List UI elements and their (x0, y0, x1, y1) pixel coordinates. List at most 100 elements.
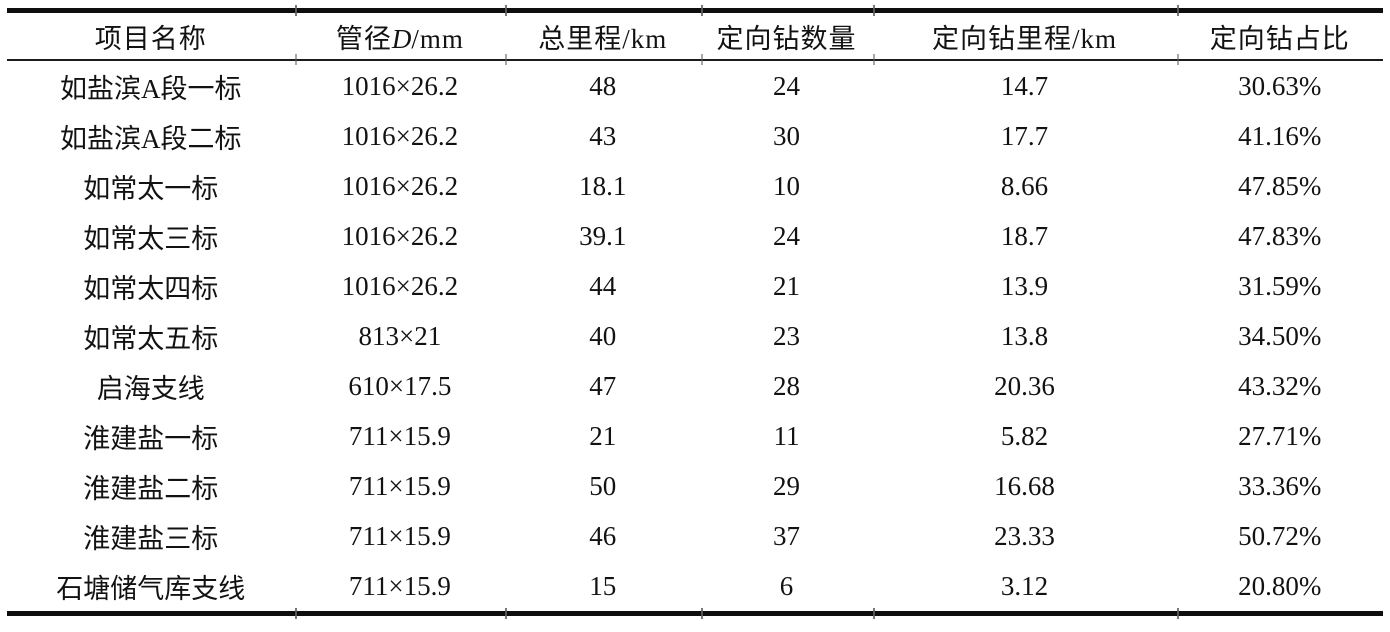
cell-total-mileage: 47 (589, 370, 617, 401)
col-header-drill-ratio: 定向钻占比 (1176, 10, 1383, 61)
column-divider-nub (1176, 54, 1179, 65)
cell-drill-mileage: 14.7 (1000, 70, 1049, 101)
cell-project-name: 淮建盐三标 (83, 523, 219, 554)
cell-drill-ratio: 43.32% (1238, 370, 1322, 401)
column-divider-nub (505, 5, 508, 16)
col-header-project-name: 项目名称 (7, 10, 295, 61)
column-divider-nub (872, 54, 875, 65)
cell-drill-count: 23 (772, 320, 800, 351)
cell-project-name: 如常太一标 (83, 173, 219, 204)
cell-drill-mileage: 8.66 (1000, 170, 1049, 201)
cell-drill-count: 24 (772, 220, 800, 251)
column-divider-nub (872, 608, 875, 619)
cell-drill-ratio: 20.80% (1238, 570, 1322, 601)
cell-drill-ratio: 41.16% (1238, 120, 1322, 151)
column-divider-nub (505, 608, 508, 619)
table-row: 如常太四标 1016×26.2 44 21 13.9 31.59% (7, 261, 1383, 311)
cell-drill-ratio: 30.63% (1238, 70, 1322, 101)
cell-drill-ratio: 47.85% (1238, 170, 1322, 201)
cell-drill-mileage: 23.33 (994, 520, 1055, 551)
cell-total-mileage: 43 (589, 120, 617, 151)
table-row: 淮建盐一标 711×15.9 21 11 5.82 27.71% (7, 411, 1383, 461)
cell-pipe-diameter: 711×15.9 (348, 570, 451, 601)
cell-drill-mileage: 16.68 (994, 470, 1055, 501)
table-row: 石塘储气库支线 711×15.9 15 6 3.12 20.80% (7, 561, 1383, 614)
cell-pipe-diameter: 711×15.9 (348, 420, 451, 451)
cell-drill-mileage: 3.12 (1000, 570, 1049, 601)
column-divider-nub (700, 608, 703, 619)
column-divider-nub (872, 5, 875, 16)
cell-drill-mileage: 13.8 (1000, 320, 1049, 351)
column-divider-nub (700, 5, 703, 16)
cell-pipe-diameter: 1016×26.2 (341, 220, 459, 251)
cell-drill-mileage: 13.9 (1000, 270, 1049, 301)
cell-pipe-diameter: 1016×26.2 (341, 70, 459, 101)
cell-project-name: 淮建盐一标 (83, 423, 219, 454)
cell-total-mileage: 44 (589, 270, 617, 301)
table-row: 淮建盐二标 711×15.9 50 29 16.68 33.36% (7, 461, 1383, 511)
cell-drill-count: 24 (772, 70, 800, 101)
cell-drill-ratio: 50.72% (1238, 520, 1322, 551)
diameter-header-suffix: /mm (411, 23, 464, 54)
cell-project-name: 如盐滨A段二标 (60, 123, 242, 154)
cell-drill-mileage: 20.36 (994, 370, 1055, 401)
cell-project-name: 如常太四标 (83, 273, 219, 304)
cell-drill-count: 11 (773, 420, 800, 451)
cell-drill-count: 37 (772, 520, 800, 551)
table-row: 如盐滨A段一标 1016×26.2 48 24 14.7 30.63% (7, 60, 1383, 111)
cell-drill-mileage: 18.7 (1000, 220, 1049, 251)
cell-project-name: 如常太三标 (83, 223, 219, 254)
cell-drill-ratio: 34.50% (1238, 320, 1322, 351)
table-row: 淮建盐三标 711×15.9 46 37 23.33 50.72% (7, 511, 1383, 561)
cell-pipe-diameter: 1016×26.2 (341, 120, 459, 151)
table-row: 如常太五标 813×21 40 23 13.8 34.50% (7, 311, 1383, 361)
cell-pipe-diameter: 711×15.9 (348, 520, 451, 551)
cell-total-mileage: 46 (589, 520, 617, 551)
cell-total-mileage: 18.1 (579, 170, 627, 201)
cell-total-mileage: 21 (589, 420, 617, 451)
cell-drill-count: 29 (772, 470, 800, 501)
cell-pipe-diameter: 1016×26.2 (341, 170, 459, 201)
column-divider-nub (294, 608, 297, 619)
cell-drill-ratio: 33.36% (1238, 470, 1322, 501)
table-row: 如盐滨A段二标 1016×26.2 43 30 17.7 41.16% (7, 111, 1383, 161)
table-row: 启海支线 610×17.5 47 28 20.36 43.32% (7, 361, 1383, 411)
cell-total-mileage: 15 (589, 570, 617, 601)
cell-total-mileage: 39.1 (579, 220, 627, 251)
diameter-header-prefix: 管径 (335, 23, 392, 54)
cell-project-name: 启海支线 (96, 373, 205, 404)
table-header-row: 项目名称 管径D/mm 总里程/km 定向钻数量 定向钻里程/km 定向钻占比 (7, 10, 1383, 61)
col-header-pipe-diameter: 管径D/mm (294, 10, 506, 61)
table-row: 如常太一标 1016×26.2 18.1 10 8.66 47.85% (7, 161, 1383, 211)
table-row: 如常太三标 1016×26.2 39.1 24 18.7 47.83% (7, 211, 1383, 261)
cell-pipe-diameter: 610×17.5 (348, 370, 452, 401)
cell-pipe-diameter: 1016×26.2 (341, 270, 459, 301)
directional-drilling-table: 项目名称 管径D/mm 总里程/km 定向钻数量 定向钻里程/km 定向钻占比 … (7, 5, 1383, 619)
cell-drill-count: 6 (779, 570, 794, 601)
project-statistics-table: 项目名称 管径D/mm 总里程/km 定向钻数量 定向钻里程/km 定向钻占比 … (7, 8, 1383, 616)
column-divider-nub (1176, 608, 1179, 619)
column-divider-nub (505, 54, 508, 65)
column-divider-nub (294, 54, 297, 65)
cell-pipe-diameter: 711×15.9 (348, 470, 451, 501)
cell-project-name: 淮建盐二标 (83, 473, 219, 504)
column-divider-nub (700, 54, 703, 65)
column-divider-nub (1176, 5, 1179, 16)
col-header-drill-mileage: 定向钻里程/km (872, 10, 1177, 61)
cell-drill-ratio: 31.59% (1238, 270, 1322, 301)
cell-total-mileage: 40 (589, 320, 617, 351)
cell-drill-ratio: 27.71% (1238, 420, 1322, 451)
cell-project-name: 如盐滨A段一标 (60, 73, 242, 104)
col-header-total-mileage: 总里程/km (505, 10, 701, 61)
col-header-drill-count: 定向钻数量 (700, 10, 873, 61)
cell-project-name: 如常太五标 (83, 323, 219, 354)
cell-drill-count: 10 (772, 170, 800, 201)
diameter-variable-d: D (391, 23, 412, 54)
cell-drill-count: 30 (772, 120, 800, 151)
cell-drill-count: 21 (772, 270, 800, 301)
cell-pipe-diameter: 813×21 (358, 320, 442, 351)
cell-drill-ratio: 47.83% (1238, 220, 1322, 251)
cell-drill-count: 28 (772, 370, 800, 401)
cell-drill-mileage: 5.82 (1000, 420, 1049, 451)
column-divider-nub (294, 5, 297, 16)
